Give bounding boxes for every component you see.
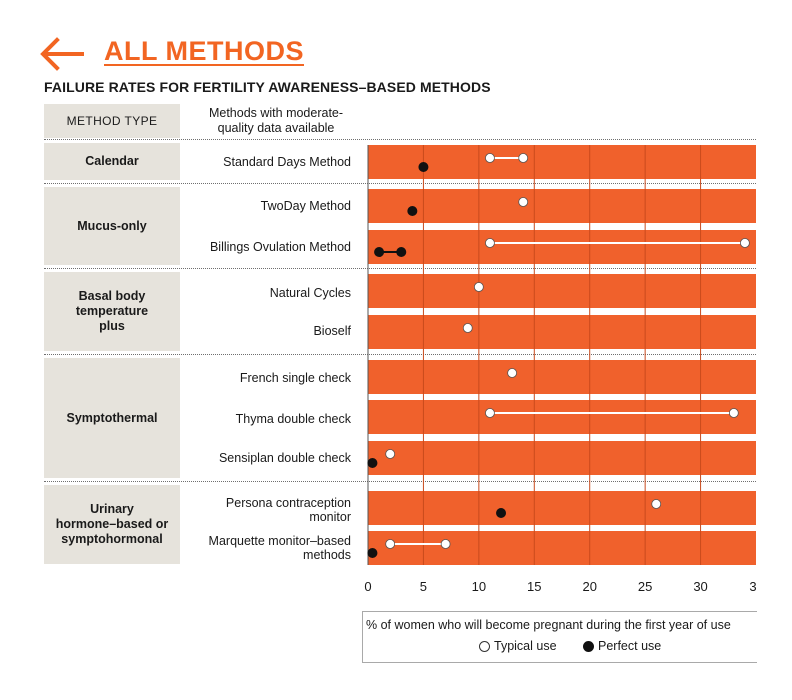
x-tick-label: 30 bbox=[693, 579, 707, 594]
method-type-line: Basal body bbox=[78, 289, 146, 303]
open-circle-icon bbox=[479, 640, 490, 652]
method-label-line: methods bbox=[303, 548, 351, 562]
chart-bar-row bbox=[368, 230, 756, 264]
x-tick-label: 3 bbox=[749, 579, 756, 594]
filled-circle-icon bbox=[583, 640, 594, 652]
chart-bar-row bbox=[368, 400, 756, 434]
group-separator bbox=[44, 481, 756, 482]
chart-bar-row bbox=[368, 189, 756, 223]
method-label-twoday: TwoDay Method bbox=[260, 199, 351, 213]
x-tick-label: 20 bbox=[582, 579, 596, 594]
method-label-line: Persona contraception bbox=[225, 496, 351, 510]
x-tick-label: 15 bbox=[527, 579, 541, 594]
back-link[interactable] bbox=[38, 34, 84, 74]
legend-typical-use: Typical use bbox=[479, 639, 557, 653]
method-type-basal-body-temperature: Basal body temperature plus bbox=[44, 272, 180, 351]
method-label-sensiplan: Sensiplan double check bbox=[218, 451, 351, 465]
method-label-thyma-double: Thyma double check bbox=[235, 412, 351, 426]
methods-header-line: quality data available bbox=[217, 121, 335, 135]
legend-box bbox=[362, 611, 757, 663]
method-label-bioself: Bioself bbox=[313, 324, 351, 338]
method-label-french-single: French single check bbox=[239, 371, 351, 385]
methods-header-line: Methods with moderate- bbox=[208, 106, 344, 120]
method-label-persona: Persona contraception monitor bbox=[186, 496, 351, 524]
method-type-line: plus bbox=[99, 319, 125, 333]
legend-label: Perfect use bbox=[598, 639, 662, 653]
method-label-natural-cycles: Natural Cycles bbox=[269, 286, 351, 300]
group-separator bbox=[44, 354, 756, 355]
legend-label: Typical use bbox=[494, 639, 557, 653]
chart-title: FAILURE RATES FOR FERTILITY AWARENESS–BA… bbox=[44, 79, 491, 95]
x-tick-label: 10 bbox=[472, 579, 486, 594]
x-tick-label: 5 bbox=[420, 579, 427, 594]
method-type-line: Urinary bbox=[90, 502, 134, 516]
legend-perfect-use: Perfect use bbox=[583, 639, 661, 653]
chart-bar-row bbox=[368, 274, 756, 308]
method-label-line: monitor bbox=[309, 510, 351, 524]
method-label-marquette: Marquette monitor–based methods bbox=[186, 534, 351, 562]
method-type-calendar: Calendar bbox=[44, 143, 180, 180]
method-type-line: Calendar bbox=[85, 154, 139, 168]
left-arrow-icon[interactable] bbox=[38, 37, 84, 71]
group-separator bbox=[44, 139, 756, 140]
x-tick-label: 0 bbox=[364, 579, 371, 594]
methods-header: Methods with moderate- quality data avai… bbox=[190, 104, 362, 138]
x-tick-label: 25 bbox=[638, 579, 652, 594]
method-type-symptothermal: Symptothermal bbox=[44, 358, 180, 478]
chart-bar-row bbox=[368, 441, 756, 475]
method-type-line: symptohormonal bbox=[61, 532, 163, 546]
chart-bar-row bbox=[368, 491, 756, 525]
chart-bar-row bbox=[368, 315, 756, 349]
group-separator bbox=[44, 268, 756, 269]
x-axis-label: % of women who will become pregnant duri… bbox=[366, 618, 731, 632]
chart-bar-row bbox=[368, 360, 756, 394]
method-type-line: Mucus-only bbox=[77, 218, 147, 233]
back-link-label[interactable]: ALL METHODS bbox=[104, 36, 304, 66]
method-type-urinary-hormone: Urinary hormone–based or symptohormonal bbox=[44, 485, 180, 564]
method-label-standard-days: Standard Days Method bbox=[223, 155, 351, 169]
method-type-line: temperature bbox=[75, 304, 149, 318]
method-type-line: Symptothermal bbox=[66, 410, 158, 425]
method-type-mucus-only: Mucus-only bbox=[44, 187, 180, 265]
method-label-line: Marquette monitor–based bbox=[208, 534, 351, 548]
method-type-header: METHOD TYPE bbox=[44, 104, 180, 138]
group-separator bbox=[44, 183, 756, 184]
chart-bar-row bbox=[368, 145, 756, 179]
method-type-line: hormone–based or bbox=[55, 517, 169, 531]
chart-bar-row bbox=[368, 531, 756, 565]
method-label-billings: Billings Ovulation Method bbox=[209, 240, 351, 254]
